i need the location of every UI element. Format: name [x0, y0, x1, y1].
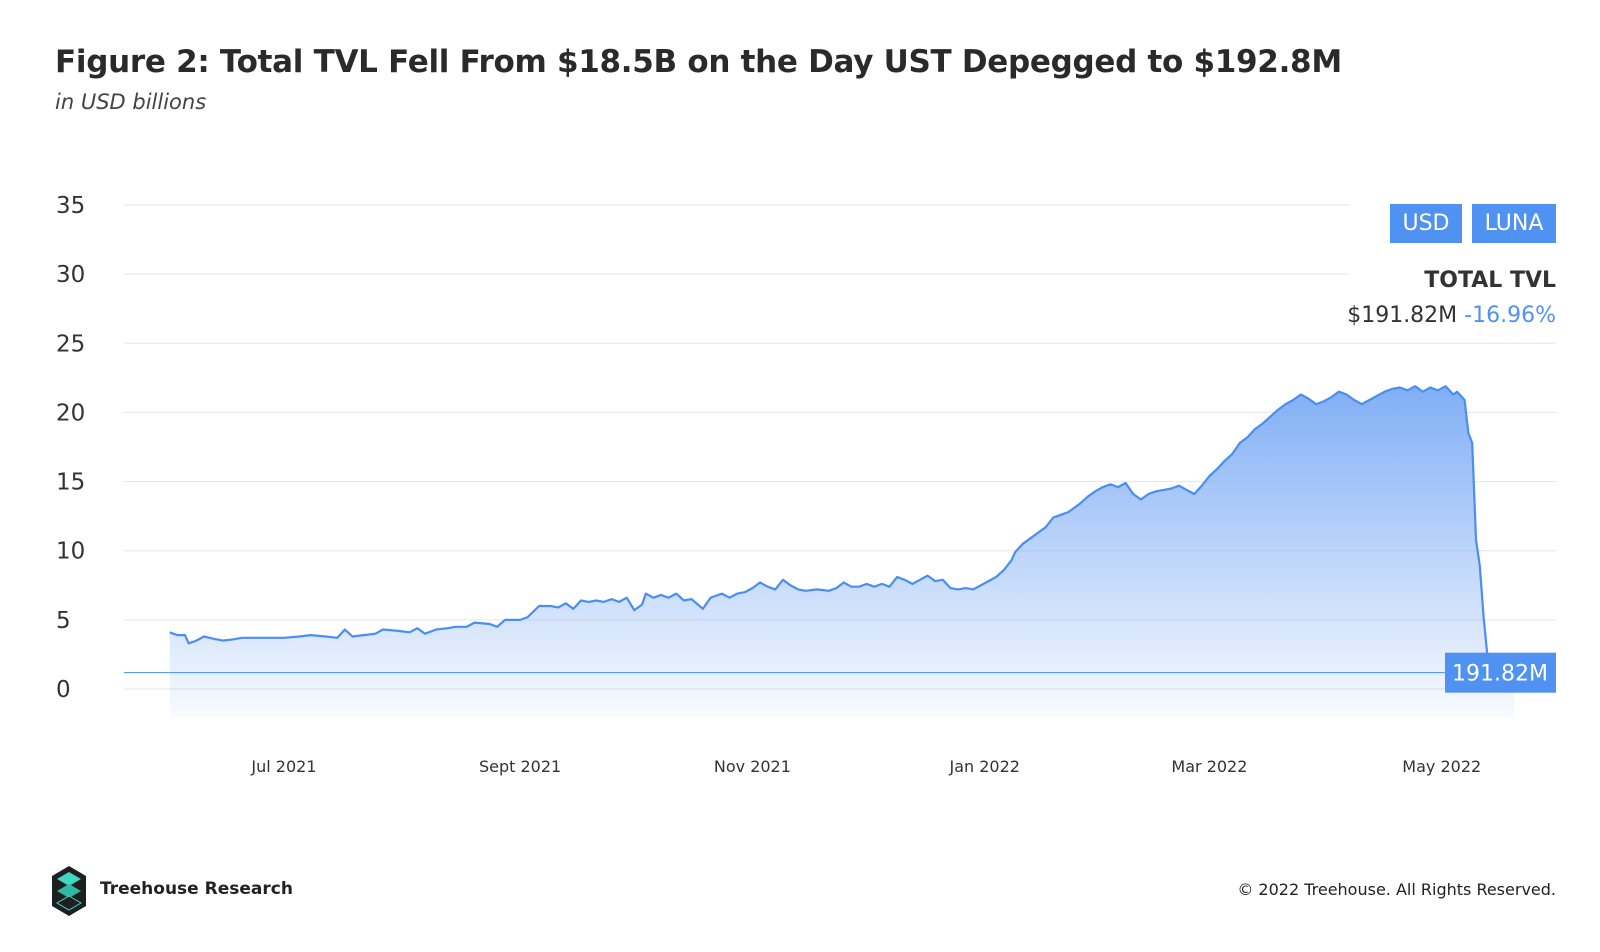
current-value-marker: 191.82M [1445, 652, 1556, 693]
y-tick-label: 20 [56, 400, 85, 426]
luna-toggle-button[interactable]: LUNA [1472, 204, 1556, 243]
y-tick-label: 15 [56, 470, 85, 496]
total-tvl-change: -16.96% [1464, 303, 1556, 328]
x-axis-ticks: Jul 2021 Sept 2021 Nov 2021 Jan 2022 Mar 202… [250, 757, 1481, 776]
x-tick-label: Sept 2021 [479, 757, 561, 776]
y-tick-label: 35 [56, 193, 85, 219]
x-tick-label: Jan 2022 [948, 757, 1019, 776]
y-tick-label: 0 [56, 677, 71, 703]
copyright-text: © 2022 Treehouse. All Rights Reserved. [1237, 880, 1556, 899]
y-tick-label: 30 [56, 262, 85, 288]
x-tick-label: Jul 2021 [250, 757, 316, 776]
total-tvl-label: TOTAL TVL [1424, 268, 1556, 293]
total-tvl-value: $191.82M -16.96% [1347, 303, 1556, 328]
treehouse-logo-icon [52, 866, 86, 916]
chart-subtitle: in USD billions [55, 90, 207, 114]
chart-title: Figure 2: Total TVL Fell From $18.5B on … [55, 44, 1342, 80]
y-tick-label: 25 [56, 331, 85, 357]
y-axis-ticks: 0 5 10 15 20 25 30 35 [56, 193, 85, 703]
y-tick-label: 10 [56, 539, 85, 565]
x-tick-label: Mar 2022 [1171, 757, 1247, 776]
tvl-area-fill [169, 386, 1515, 717]
tvl-series-line [169, 385, 1515, 674]
x-tick-label: Nov 2021 [714, 757, 791, 776]
brand-name: Treehouse Research [100, 879, 293, 899]
total-tvl-amount: $191.82M [1347, 303, 1458, 328]
x-tick-label: May 2022 [1402, 757, 1481, 776]
current-value-label: 191.82M [1452, 662, 1548, 687]
y-tick-label: 5 [56, 608, 71, 634]
usd-toggle-button[interactable]: USD [1390, 204, 1462, 243]
